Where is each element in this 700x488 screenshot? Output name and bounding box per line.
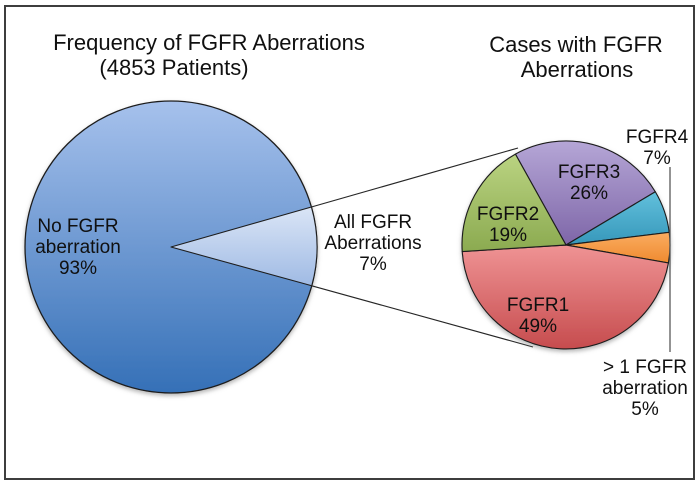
label-fgfr1: FGFR1 49% bbox=[506, 295, 570, 337]
left-chart-title-line1: Frequency of FGFR Aberrations bbox=[53, 30, 365, 55]
label-fgfr4: FGFR4 7% bbox=[625, 127, 689, 169]
right-pie-group bbox=[461, 140, 671, 350]
label-gt1-fgfr-aberration: > 1 FGFR aberration 5% bbox=[602, 357, 688, 420]
label-fgfr2: FGFR2 19% bbox=[476, 204, 540, 246]
figure-border bbox=[4, 5, 695, 480]
connector-lines bbox=[311, 147, 534, 348]
slice-fgfr2 bbox=[461, 153, 567, 253]
label-all-fgfr-aberrations: All FGFR Aberrations 7% bbox=[324, 212, 422, 275]
connector-line-bottom bbox=[311, 285, 534, 348]
slice-fgfr1 bbox=[461, 244, 670, 350]
label-no-fgfr-aberration: No FGFR aberration 93% bbox=[35, 216, 121, 279]
left-chart-title-line2: (4853 Patients) bbox=[99, 55, 249, 80]
right-chart-title-line1: Cases with FGFR bbox=[489, 32, 663, 57]
right-chart-title-line2: Aberrations bbox=[520, 57, 634, 82]
connector-line-top bbox=[311, 147, 519, 208]
slice-fgfr3 bbox=[514, 140, 656, 246]
label-fgfr3: FGFR3 26% bbox=[557, 162, 621, 204]
